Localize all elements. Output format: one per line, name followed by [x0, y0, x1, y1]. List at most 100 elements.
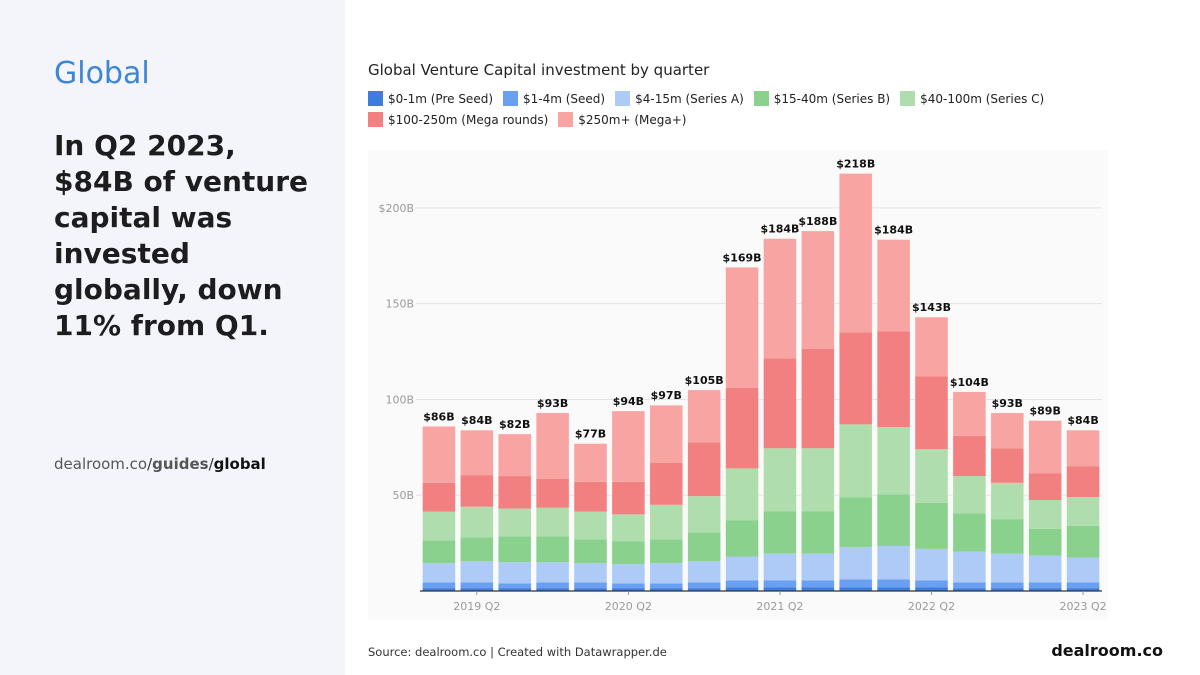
guide-url[interactable]: dealroom.co/guides/global	[54, 455, 266, 473]
x-tick-label: 2023 Q2	[1059, 600, 1106, 613]
bar-segment	[574, 511, 607, 540]
bar-segment	[725, 387, 759, 469]
bar-segment	[725, 556, 759, 581]
bar-segment	[839, 424, 873, 498]
bar-segment	[877, 331, 911, 428]
bar-segment	[611, 583, 645, 589]
bar-segment	[1028, 500, 1062, 529]
bar-segment	[915, 376, 948, 450]
bar-total-label: $105B	[685, 374, 724, 387]
bar-segment	[763, 448, 797, 512]
bar-segment	[801, 580, 835, 588]
bar-segment	[952, 551, 986, 583]
bar-segment	[498, 433, 532, 477]
bar-segment	[1028, 473, 1062, 501]
y-tick-label: 100B	[385, 393, 414, 406]
bar-segment	[611, 541, 645, 565]
legend-label: $100-250m (Mega rounds)	[388, 112, 549, 127]
y-tick-label: 150B	[385, 298, 414, 311]
bar-segment	[990, 412, 1024, 449]
bar-segment	[763, 511, 797, 554]
bar-segment	[839, 173, 873, 333]
bar-segment	[649, 588, 683, 591]
bar-segment	[877, 545, 911, 580]
bar-segment	[422, 563, 456, 583]
legend-swatch	[558, 112, 574, 127]
bar-segment	[422, 482, 456, 512]
bar-segment	[915, 317, 948, 377]
bar-segment	[498, 588, 532, 591]
bar-segment	[990, 519, 1024, 554]
bar-segment	[877, 494, 911, 546]
bar-segment	[611, 410, 645, 482]
bar-segment	[422, 426, 456, 483]
bar-segment	[990, 448, 1024, 483]
bar-segment	[877, 587, 911, 591]
bar-segment	[687, 532, 721, 562]
bar-segment	[839, 497, 873, 547]
bar-segment	[687, 389, 721, 443]
bar-segment	[574, 588, 607, 591]
bar-segment	[915, 449, 948, 503]
bar-segment	[1028, 555, 1062, 583]
bar-segment	[498, 508, 532, 537]
bar-segment	[649, 563, 683, 584]
url-separator: /	[208, 455, 214, 473]
bar-total-label: $77B	[575, 428, 606, 441]
bar-segment	[763, 553, 797, 581]
legend-swatch	[368, 91, 383, 106]
y-tick-label: 50B	[392, 489, 414, 502]
legend-item: $15-40m (Series B)	[753, 90, 890, 107]
bar-segment	[839, 546, 873, 580]
legend-item: $250m+ (Mega+)	[558, 111, 687, 128]
legend-swatch	[900, 91, 916, 106]
bar-segment	[1028, 420, 1062, 474]
bar-segment	[1066, 525, 1100, 558]
bar-segment	[1066, 557, 1100, 583]
bar-segment	[801, 230, 835, 349]
bar-segment	[1028, 582, 1062, 589]
legend-label: $40-100m (Series C)	[920, 91, 1045, 106]
bar-segment	[952, 435, 986, 477]
bar-segment	[649, 405, 683, 463]
bar-segment	[1028, 588, 1062, 591]
bar-segment	[498, 536, 532, 563]
bar-segment	[990, 582, 1024, 589]
bar-segment	[915, 587, 948, 591]
bar-segment	[763, 580, 797, 588]
bar-segment	[915, 580, 948, 588]
bar-segment	[839, 587, 873, 591]
legend-swatch	[615, 91, 631, 106]
bar-total-label: $184B	[874, 223, 913, 236]
bar-segment	[611, 481, 645, 515]
bar-total-label: $86B	[423, 410, 454, 423]
bar-segment	[611, 564, 645, 584]
bar-segment	[877, 579, 911, 588]
bar-segment	[990, 553, 1024, 583]
bar-segment	[952, 582, 986, 589]
left-panel	[0, 0, 345, 675]
bar-segment	[460, 588, 494, 591]
bar-total-label: $93B	[992, 397, 1023, 410]
bar-segment	[1066, 497, 1100, 526]
legend-item: $1-4m (Seed)	[503, 90, 605, 107]
bar-segment	[915, 548, 948, 581]
legend-swatch	[503, 91, 518, 106]
bar-segment	[536, 507, 570, 537]
legend-label: $250m+ (Mega+)	[578, 112, 687, 127]
bar-segment	[687, 561, 721, 583]
chart-title: Global Venture Capital investment by qua…	[368, 61, 710, 79]
bar-segment	[801, 553, 835, 581]
bar-segment	[801, 587, 835, 591]
bar-total-label: $89B	[1029, 405, 1060, 418]
legend-swatch	[368, 112, 383, 127]
bar-segment	[725, 520, 759, 557]
bar-segment	[763, 238, 797, 359]
bar-total-label: $97B	[651, 389, 682, 402]
bar-segment	[611, 588, 645, 591]
bar-segment	[915, 502, 948, 549]
bar-total-label: $84B	[461, 414, 492, 427]
bar-segment	[801, 511, 835, 554]
bar-segment	[952, 513, 986, 552]
legend-label: $0-1m (Pre Seed)	[388, 91, 493, 106]
